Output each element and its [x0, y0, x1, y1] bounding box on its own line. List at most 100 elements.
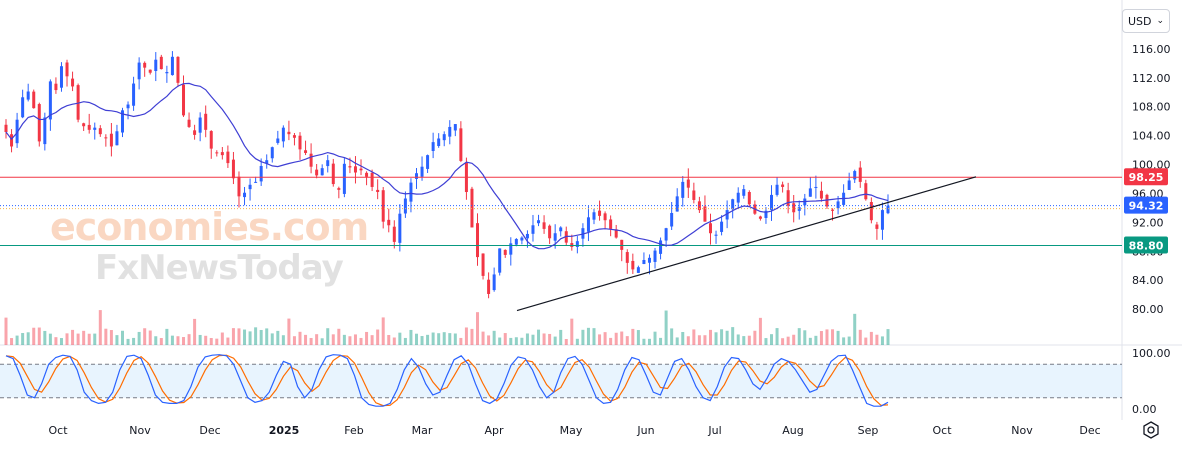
candle-body	[819, 190, 823, 199]
candle-body	[831, 209, 835, 211]
candle-body	[126, 104, 130, 109]
candle-body	[26, 91, 30, 100]
candle-body	[836, 201, 840, 209]
volume-bar	[348, 336, 352, 345]
volume-bar	[842, 337, 846, 345]
current-price-badge-label: 94.32	[1129, 200, 1164, 213]
volume-bar	[598, 334, 602, 345]
volume-bar	[470, 328, 474, 345]
candle-body	[864, 183, 868, 200]
volume-bar	[59, 338, 63, 345]
candle-body	[476, 223, 480, 258]
volume-bar	[420, 336, 424, 345]
volume-bar	[287, 318, 291, 345]
currency-selector[interactable]: USD ⌄	[1122, 9, 1170, 33]
volume-bar	[193, 318, 197, 345]
candle-body	[797, 207, 801, 211]
candle-body	[287, 131, 291, 135]
volume-bar	[182, 337, 186, 345]
volume-bar	[714, 332, 718, 345]
x-tick-label: Mar	[412, 424, 433, 437]
volume-bar	[542, 333, 546, 345]
volume-bar	[609, 337, 613, 345]
candle-body	[370, 172, 374, 187]
volume-bar	[403, 337, 407, 345]
volume-bar	[359, 337, 363, 345]
price-badge	[1124, 168, 1168, 186]
volume-bar	[43, 330, 47, 345]
volume-bar	[509, 337, 513, 345]
candle-body	[620, 239, 624, 250]
volume-bar	[858, 329, 862, 345]
volume-bar	[781, 338, 785, 345]
candle-body	[82, 123, 86, 127]
candle-body	[609, 219, 613, 229]
volume-bar	[603, 332, 607, 345]
candle-body	[814, 186, 818, 188]
candle-body	[231, 159, 235, 179]
candle-body	[21, 97, 25, 118]
volume-bar	[21, 333, 25, 345]
volume-bar	[681, 332, 685, 345]
candle-body	[653, 250, 657, 262]
candle-body	[193, 130, 197, 135]
candle-body	[298, 135, 302, 150]
volume-bar	[459, 337, 463, 345]
candle-body	[692, 190, 696, 200]
candle-body	[392, 226, 396, 242]
volume-bar	[770, 334, 774, 345]
x-tick-label: Nov	[129, 424, 151, 437]
candle-body	[220, 152, 224, 156]
candle-body	[187, 119, 191, 127]
candle-body	[647, 257, 651, 263]
volume-bar	[309, 337, 313, 345]
moving-average-line	[5, 82, 889, 250]
candle-body	[708, 223, 712, 234]
candle-body	[87, 124, 91, 130]
volume-bar	[531, 334, 535, 345]
candle-body	[675, 196, 679, 212]
candle-body	[553, 233, 557, 241]
candle-body	[176, 56, 180, 83]
candle-body	[420, 166, 424, 177]
candle-body	[664, 228, 668, 241]
candle-body	[775, 184, 779, 195]
volume-bar	[498, 337, 502, 345]
volume-bar	[708, 329, 712, 345]
candle-body	[387, 219, 391, 226]
price-tick-label: 80.00	[1132, 303, 1164, 316]
candle-body	[98, 128, 102, 135]
volume-bar	[148, 330, 152, 345]
volume-bar	[564, 338, 568, 345]
candle-body	[747, 192, 751, 205]
candle-body	[292, 135, 296, 138]
candle-body	[254, 181, 258, 183]
candle-body	[398, 213, 402, 243]
volume-bar	[836, 330, 840, 345]
volume-bar	[326, 328, 330, 345]
candle-body	[792, 203, 796, 213]
volume-bar	[697, 335, 701, 345]
candle-body	[204, 113, 208, 130]
volume-bar	[703, 335, 707, 345]
volume-bar	[381, 317, 385, 345]
volume-bar	[586, 327, 590, 345]
gear-icon[interactable]	[1142, 421, 1160, 439]
candle-body	[109, 133, 113, 147]
x-tick-label: Jun	[636, 424, 654, 437]
candle-body	[442, 134, 446, 141]
candle-body	[137, 62, 141, 80]
volume-bar	[187, 334, 191, 345]
volume-bar	[26, 332, 30, 345]
x-tick-label: Aug	[782, 424, 803, 437]
volume-bar	[254, 327, 258, 345]
candle-body	[309, 153, 313, 167]
x-tick-label: Jul	[707, 424, 721, 437]
candle-body	[720, 221, 724, 232]
volume-bar	[559, 329, 563, 345]
candle-body	[243, 192, 247, 198]
volume-bar	[4, 317, 8, 345]
volume-bar	[337, 328, 341, 345]
candle-body	[331, 163, 335, 185]
